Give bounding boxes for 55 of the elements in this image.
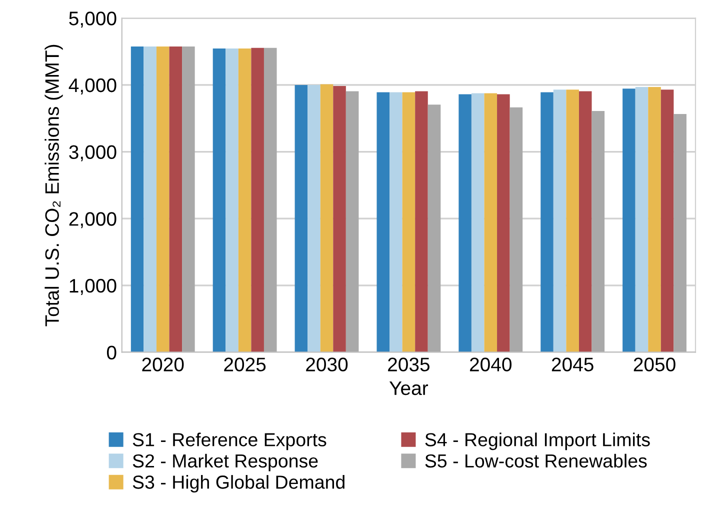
bar bbox=[226, 48, 238, 352]
legend-label: S3 - High Global Demand bbox=[132, 475, 344, 493]
x-axis-title: Year bbox=[389, 381, 428, 396]
bar bbox=[635, 86, 648, 352]
y-tick-label: 3,000 bbox=[69, 145, 116, 162]
bar bbox=[182, 46, 195, 352]
bar bbox=[578, 91, 592, 352]
bar bbox=[251, 48, 264, 352]
legend-label: S5 - Low-cost Renewables bbox=[425, 454, 647, 468]
x-tick-label: 2040 bbox=[470, 358, 512, 372]
bar bbox=[376, 92, 390, 352]
x-tick-label: 2035 bbox=[388, 358, 430, 372]
bar bbox=[320, 84, 334, 352]
bar bbox=[308, 84, 320, 352]
x-tick-label: 2020 bbox=[142, 358, 184, 372]
bar bbox=[238, 48, 252, 352]
bar bbox=[333, 86, 346, 352]
y-tick-label: 5,000 bbox=[69, 12, 116, 28]
bar bbox=[346, 91, 359, 352]
bar bbox=[130, 46, 144, 352]
bar bbox=[402, 92, 416, 352]
bar bbox=[390, 92, 402, 352]
y-axis-title: Total U.S. CO₂ Emissions (MMT) bbox=[44, 44, 63, 326]
bar bbox=[553, 90, 566, 352]
legend-label: S1 - Reference Exports bbox=[132, 432, 326, 450]
bar bbox=[648, 86, 661, 352]
bar bbox=[497, 94, 510, 352]
x-tick-label: 2045 bbox=[552, 358, 594, 372]
bar bbox=[592, 111, 605, 352]
x-tick-label: 2030 bbox=[306, 358, 348, 372]
bar bbox=[294, 84, 308, 352]
bar bbox=[169, 46, 182, 352]
x-tick-label: 2025 bbox=[224, 358, 266, 372]
bar bbox=[212, 48, 226, 352]
bar bbox=[510, 107, 523, 352]
y-tick-label: 0 bbox=[106, 346, 116, 360]
bar bbox=[484, 93, 498, 352]
bar bbox=[674, 114, 686, 352]
y-tick-label: 2,000 bbox=[69, 212, 116, 228]
bar bbox=[428, 104, 441, 352]
bar bbox=[144, 46, 156, 352]
x-tick-label: 2050 bbox=[634, 358, 676, 372]
bar bbox=[622, 88, 636, 352]
bar bbox=[264, 48, 277, 352]
bar bbox=[156, 46, 170, 352]
bar bbox=[458, 94, 472, 352]
bar bbox=[566, 90, 579, 352]
bar bbox=[540, 92, 554, 352]
y-tick-label: 4,000 bbox=[68, 78, 116, 94]
bar bbox=[660, 90, 674, 352]
bar bbox=[471, 93, 484, 352]
legend-label: S2 - Market Response bbox=[132, 454, 318, 472]
y-tick-label: 1,000 bbox=[70, 278, 116, 295]
legend-label: S4 - Regional Import Limits bbox=[425, 432, 650, 450]
bar bbox=[415, 91, 428, 352]
